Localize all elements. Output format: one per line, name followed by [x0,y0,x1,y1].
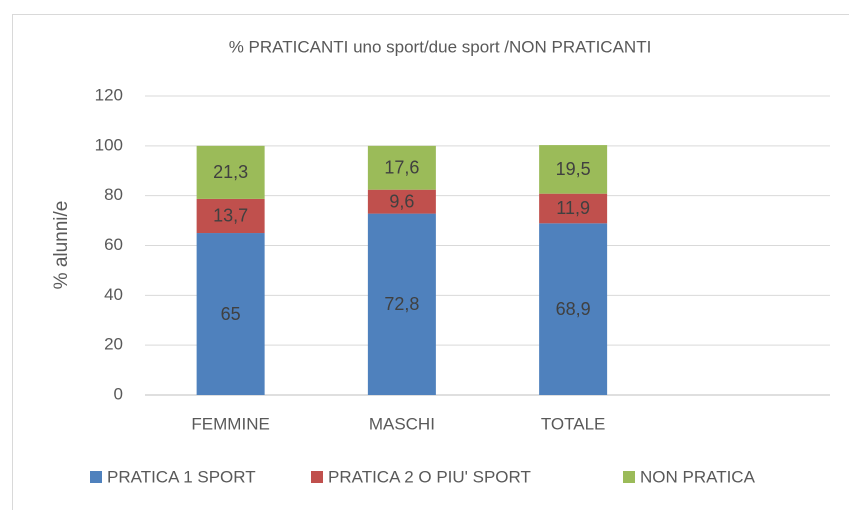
x-tick-label: TOTALE [541,414,606,433]
y-tick-label: 20 [104,335,123,354]
legend-label: PRATICA 2 O PIU' SPORT [328,467,531,486]
bar-segment [196,198,265,234]
data-label: 13,7 [213,206,248,226]
data-label: 72,8 [384,294,419,314]
y-tick-label: 40 [104,285,123,304]
y-tick-label: 0 [114,384,123,403]
y-tick-label: 80 [104,185,123,204]
data-label: 17,6 [384,158,419,178]
legend-swatch [311,471,323,483]
legend-swatch [623,471,635,483]
bar-segment [539,193,608,224]
x-tick-label: FEMMINE [191,414,269,433]
bar-segment [367,145,436,190]
chart-frame [12,14,849,510]
bar-segment [367,189,436,214]
data-label: 19,5 [556,159,591,179]
y-tick-label: 60 [104,235,123,254]
data-label: 21,3 [213,162,248,182]
y-tick-label: 120 [95,85,123,104]
y-tick-label: 100 [95,135,123,154]
legend-label: NON PRATICA [640,467,756,486]
chart-title: % PRATICANTI uno sport/due sport /NON PR… [229,37,652,56]
data-label: 65 [221,304,241,324]
x-tick-label: MASCHI [369,414,435,433]
bar-segment [196,233,265,395]
data-label: 9,6 [389,191,414,211]
bar-segment [367,213,436,395]
y-axis-label: % alunni/e [51,201,72,290]
legend-swatch [90,471,102,483]
bar-segment [196,145,265,199]
bar-segment [539,145,608,194]
legend-label: PRATICA 1 SPORT [107,467,256,486]
data-label: 68,9 [556,299,591,319]
bar-segment [539,223,608,395]
data-label: 11,9 [556,198,590,218]
